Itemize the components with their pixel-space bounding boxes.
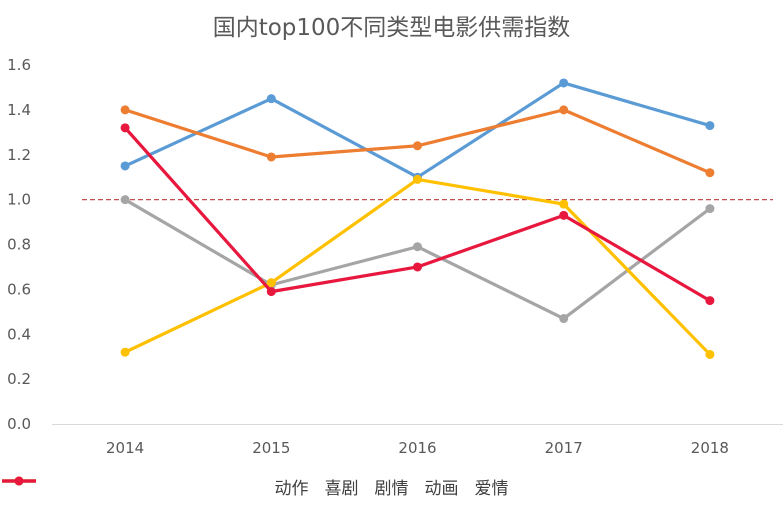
x-tick-label: 2017 (545, 439, 583, 457)
x-tick-label: 2016 (398, 439, 436, 457)
legend-label: 喜剧 (324, 479, 359, 499)
data-point (705, 168, 715, 178)
legend-item: 喜剧 (2, 474, 359, 499)
y-tick-label: 1.2 (7, 146, 31, 164)
data-point (705, 204, 715, 214)
legend-item: 动画 (2, 474, 459, 499)
data-point (120, 105, 130, 115)
data-point (120, 195, 130, 205)
legend-label: 动画 (424, 479, 459, 499)
data-point (705, 349, 715, 359)
data-point (120, 123, 130, 133)
x-tick-label: 2015 (252, 439, 290, 457)
data-point (266, 94, 276, 104)
data-point (266, 287, 276, 297)
data-point (413, 262, 422, 272)
data-point (266, 152, 276, 162)
x-tick-label: 2018 (691, 439, 729, 457)
legend-label: 爱情 (474, 479, 509, 499)
data-point (120, 347, 130, 357)
legend-swatch (2, 476, 36, 486)
data-point (413, 242, 422, 252)
series-line-1 (123, 81, 712, 179)
legend-label: 动作 (274, 479, 309, 499)
data-point (266, 278, 276, 288)
data-point (120, 161, 130, 171)
data-point (559, 314, 569, 324)
legend: 动作 喜剧 剧情 动画 爱情 (0, 474, 783, 499)
y-tick-label: 1.0 (7, 191, 31, 209)
data-point (559, 78, 569, 88)
y-tick-label: 0.0 (7, 415, 31, 433)
y-tick-label: 0.6 (7, 280, 31, 298)
data-point (559, 210, 569, 220)
series-line-3 (123, 198, 712, 321)
legend-swatch-dot (14, 476, 24, 486)
chart-title: 国内top100不同类型电影供需指数 (212, 15, 571, 41)
y-tick-label: 0.8 (7, 236, 31, 254)
y-tick-label: 0.4 (7, 325, 31, 343)
y-tick-label: 1.4 (7, 101, 31, 119)
x-tick-label: 2014 (106, 439, 144, 457)
legend-item: 动作 (2, 474, 309, 499)
legend-item: 剧情 (2, 474, 409, 499)
data-point (705, 121, 715, 131)
y-tick-label: 1.6 (7, 56, 31, 74)
data-point (559, 105, 569, 115)
y-tick-label: 0.2 (7, 370, 31, 388)
data-point (413, 174, 422, 184)
data-point (413, 141, 422, 151)
legend-item: 爱情 (2, 474, 509, 499)
data-point (559, 199, 569, 209)
data-point (705, 296, 715, 306)
legend-label: 剧情 (374, 479, 409, 499)
